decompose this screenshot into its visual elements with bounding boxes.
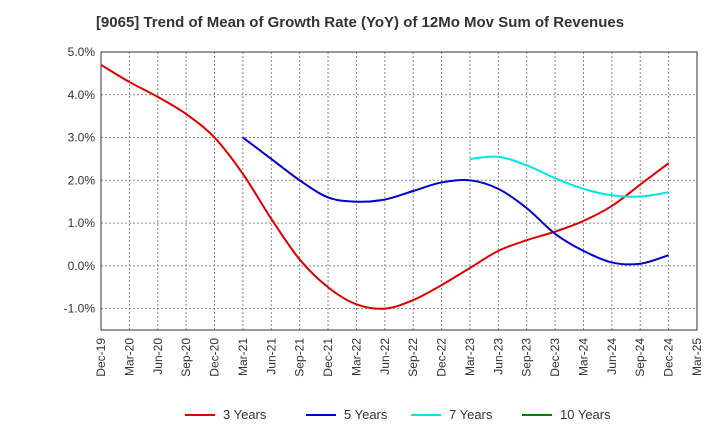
x-tick-label: Jun-21 <box>264 338 278 375</box>
chart-title: [9065] Trend of Mean of Growth Rate (YoY… <box>95 14 625 31</box>
x-tick-label: Dec-19 <box>94 338 108 377</box>
y-tick-label: 3.0% <box>68 131 96 145</box>
x-tick-label: Mar-21 <box>236 338 250 376</box>
x-tick-label: Mar-24 <box>576 338 590 376</box>
x-tick-label: Sep-23 <box>520 338 534 377</box>
y-tick-label: 2.0% <box>68 173 96 187</box>
series-line-7-years <box>469 155 669 198</box>
x-tick-label: Jun-23 <box>491 338 505 375</box>
y-tick-label: 0.0% <box>68 259 96 273</box>
x-tick-label: Mar-22 <box>349 338 363 376</box>
x-tick-label: Dec-24 <box>662 338 676 377</box>
legend-label-10-years: 10 Years <box>560 407 611 422</box>
axes: 5.0% 4.0% 3.0% 2.0% 1.0% 0.0% -1.0% Dec-19 Mar-2… <box>64 45 704 377</box>
series-line-3-years <box>100 63 670 310</box>
x-tick-label: Sep-24 <box>633 338 647 377</box>
x-tick-label: Dec-21 <box>321 338 335 377</box>
y-tick-label: -1.0% <box>64 302 96 316</box>
x-tick-label: Jun-20 <box>151 338 165 375</box>
grid-lines <box>100 51 698 330</box>
x-tick-label: Jun-22 <box>378 338 392 375</box>
legend-label-5-years: 5 Years <box>344 407 388 422</box>
y-tick-label: 4.0% <box>68 88 96 102</box>
y-tick-label: 5.0% <box>68 45 96 59</box>
x-tick-label: Mar-20 <box>122 338 136 376</box>
x-tick-label: Dec-20 <box>208 338 222 377</box>
x-tick-label: Dec-23 <box>548 338 562 377</box>
x-tick-label: Mar-23 <box>463 338 477 376</box>
x-tick-label: Sep-20 <box>179 338 193 377</box>
series-lines <box>100 63 670 310</box>
legend-label-7-years: 7 Years <box>449 407 493 422</box>
x-tick-label: Sep-22 <box>406 338 420 377</box>
x-tick-label: Sep-21 <box>293 338 307 377</box>
legend-label-3-years: 3 Years <box>223 407 267 422</box>
legend: 3 Years 5 Years 7 Years 10 Years <box>185 407 611 422</box>
series-line-5-years <box>242 136 669 266</box>
y-tick-label: 1.0% <box>68 216 96 230</box>
x-tick-label: Jun-24 <box>605 338 619 375</box>
x-tick-label: Dec-22 <box>435 338 449 377</box>
x-tick-label: Mar-25 <box>690 338 704 376</box>
plot-frame <box>100 51 698 331</box>
